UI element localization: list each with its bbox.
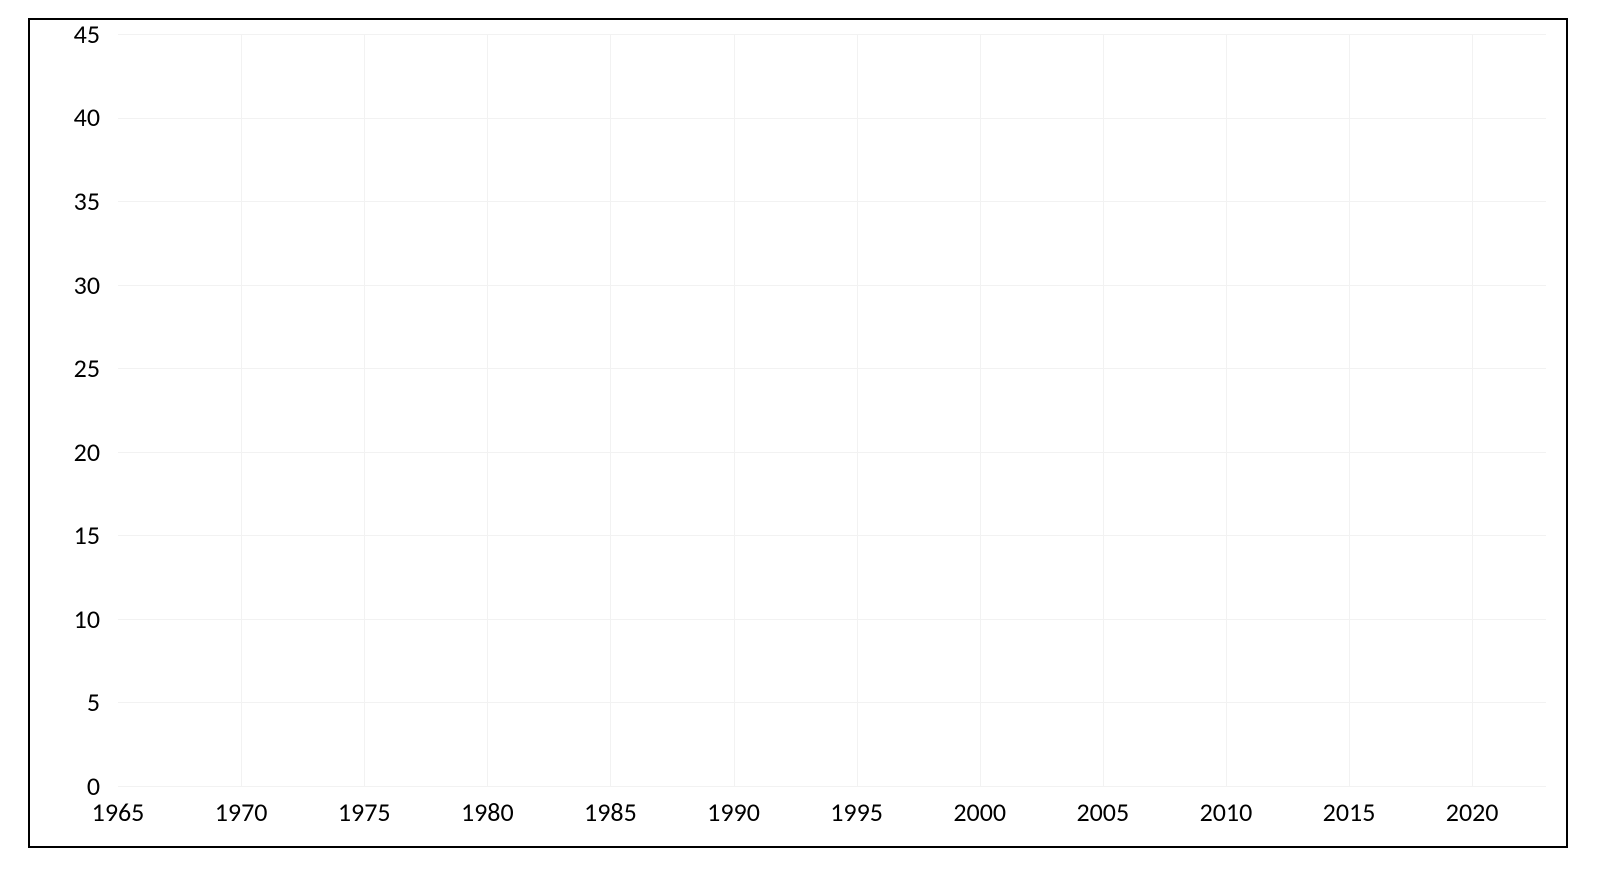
y-tick-label: 10 <box>40 603 100 635</box>
gridline-x <box>734 34 735 786</box>
gridline-y <box>118 118 1546 119</box>
gridline-x <box>610 34 611 786</box>
gridline-y <box>118 535 1546 536</box>
y-tick-label: 30 <box>40 269 100 301</box>
gridline-y <box>118 201 1546 202</box>
x-tick-label: 1985 <box>565 796 655 828</box>
x-tick-label: 2015 <box>1304 796 1394 828</box>
y-tick-label: 40 <box>40 101 100 133</box>
gridline-x <box>1103 34 1104 786</box>
y-tick-label: 5 <box>40 686 100 718</box>
gridline-y <box>118 619 1546 620</box>
y-tick-label: 45 <box>40 18 100 50</box>
x-tick-label: 2010 <box>1181 796 1271 828</box>
y-tick-label: 15 <box>40 519 100 551</box>
x-tick-label: 1995 <box>812 796 902 828</box>
gridline-x <box>487 34 488 786</box>
plot-area <box>118 34 1546 786</box>
gridline-y <box>118 34 1546 35</box>
chart-frame: 0510152025303540451965197019751980198519… <box>28 18 1568 848</box>
x-tick-label: 1965 <box>73 796 163 828</box>
y-tick-label: 20 <box>40 436 100 468</box>
x-tick-label: 2005 <box>1058 796 1148 828</box>
gridline-x <box>1226 34 1227 786</box>
x-tick-label: 1975 <box>319 796 409 828</box>
x-tick-label: 1970 <box>196 796 286 828</box>
gridline-x <box>241 34 242 786</box>
x-tick-label: 1990 <box>689 796 779 828</box>
x-tick-label: 2000 <box>935 796 1025 828</box>
gridline-x <box>857 34 858 786</box>
gridline-x <box>1472 34 1473 786</box>
gridline-x <box>980 34 981 786</box>
gridline-y <box>118 368 1546 369</box>
gridline-y <box>118 452 1546 453</box>
gridline-y <box>118 786 1546 787</box>
x-tick-label: 1980 <box>442 796 532 828</box>
gridline-x <box>1349 34 1350 786</box>
y-tick-label: 35 <box>40 185 100 217</box>
gridline-y <box>118 702 1546 703</box>
y-tick-label: 25 <box>40 352 100 384</box>
x-tick-label: 2020 <box>1427 796 1517 828</box>
gridline-y <box>118 285 1546 286</box>
gridline-x <box>364 34 365 786</box>
